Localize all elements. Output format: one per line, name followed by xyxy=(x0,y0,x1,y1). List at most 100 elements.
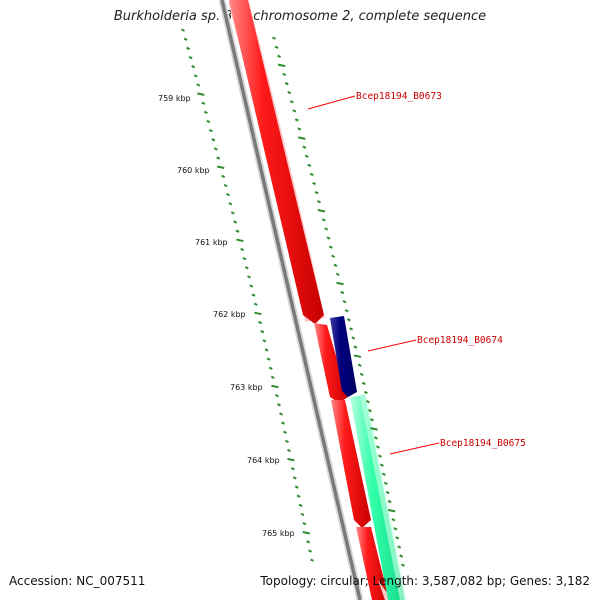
minor-scale-tick xyxy=(203,110,208,115)
minor-scale-tick xyxy=(201,101,206,105)
minor-scale-tick xyxy=(249,284,254,288)
minor-scale-tick xyxy=(251,293,256,297)
minor-scale-tick xyxy=(213,147,218,151)
minor-scale-tick xyxy=(221,174,226,179)
minor-scale-tick xyxy=(351,336,356,340)
gene-label-bcep18194-b0673[interactable]: Bcep18194_B0673 xyxy=(356,91,442,102)
minor-scale-tick xyxy=(307,163,312,168)
minor-scale-tick xyxy=(230,211,235,215)
minor-scale-tick xyxy=(335,272,340,277)
minor-scale-tick xyxy=(285,439,289,444)
minor-scale-tick xyxy=(240,247,245,252)
minor-scale-tick xyxy=(349,327,354,331)
scale-tick-label: 765 kbp xyxy=(262,529,295,538)
accession-label: Accession: NC_007511 xyxy=(9,574,146,588)
minor-scale-tick xyxy=(208,129,213,133)
minor-scale-tick xyxy=(321,218,326,222)
gene-b0673-arrow[interactable] xyxy=(229,0,324,324)
minor-scale-tick xyxy=(308,549,313,553)
genome-summary: Topology: circular; Length: 3,587,082 bp… xyxy=(260,574,590,588)
scale-tick-label: 759 kbp xyxy=(158,94,191,103)
gene-red-4-arrow[interactable] xyxy=(356,527,389,600)
minor-scale-tick xyxy=(309,172,314,177)
minor-scale-tick xyxy=(287,91,292,95)
minor-scale-tick xyxy=(365,399,370,404)
minor-scale-tick xyxy=(376,445,380,449)
minor-scale-tick xyxy=(290,467,295,471)
minor-scale-tick xyxy=(279,412,283,416)
gene-red-2-arrow[interactable] xyxy=(314,323,348,403)
scale-tick-label: 763 kbp xyxy=(230,383,263,392)
minor-scale-tick xyxy=(387,499,392,504)
minor-scale-tick xyxy=(363,390,368,395)
forward-strand-track xyxy=(228,0,392,600)
major-scale-tick xyxy=(317,209,326,213)
minor-scale-tick xyxy=(266,357,271,361)
minor-scale-tick xyxy=(282,72,287,77)
minor-scale-tick xyxy=(304,154,309,158)
minor-scale-tick xyxy=(270,375,275,380)
minor-scale-tick xyxy=(188,55,193,60)
minor-scale-tick xyxy=(353,345,358,349)
minor-scale-tick xyxy=(383,481,388,486)
minor-scale-tick xyxy=(247,275,251,279)
major-scale-tick xyxy=(353,354,362,358)
minor-scale-tick xyxy=(274,394,279,398)
major-scale-tick xyxy=(236,238,244,243)
minor-scale-tick xyxy=(395,536,400,540)
gene-red-3-arrow[interactable] xyxy=(331,400,371,528)
minor-scale-tick xyxy=(286,448,291,453)
minor-scale-tick xyxy=(277,54,282,58)
scale-tick-label: 761 kbp xyxy=(195,238,228,247)
minor-scale-tick xyxy=(211,138,216,142)
scale-tick-label: 762 kbp xyxy=(213,310,246,319)
map-title: Burkholderia sp. 383 chromosome 2, compl… xyxy=(113,9,487,24)
scale-tick-label: 760 kbp xyxy=(177,166,210,175)
minor-scale-tick xyxy=(312,181,317,186)
major-scale-tick xyxy=(277,63,286,68)
minor-scale-tick xyxy=(294,485,299,489)
minor-scale-tick xyxy=(361,381,366,386)
tick-label-layer: 759 kbp 760 kbp 761 kbp 762 kbp 763 kbp 764 k… xyxy=(158,94,295,538)
minor-scale-tick xyxy=(258,320,263,325)
major-scale-tick xyxy=(287,457,295,462)
major-scale-tick xyxy=(370,427,378,431)
gene-label-bcep18194-b0674[interactable]: Bcep18194_B0674 xyxy=(417,335,503,346)
minor-scale-tick xyxy=(306,540,311,544)
major-scale-tick xyxy=(387,508,396,513)
minor-scale-tick xyxy=(296,494,301,498)
minor-scale-tick xyxy=(397,545,402,549)
minor-scale-tick xyxy=(326,236,331,240)
minor-scale-tick xyxy=(399,554,404,558)
minor-scale-tick xyxy=(357,363,362,367)
minor-scale-tick xyxy=(359,372,364,376)
minor-scale-tick xyxy=(340,290,345,295)
gene-b0675-arrow[interactable] xyxy=(350,395,407,600)
minor-scale-tick xyxy=(310,558,314,562)
minor-scale-tick xyxy=(206,119,211,124)
minor-scale-tick xyxy=(216,156,221,160)
minor-scale-tick xyxy=(235,229,240,233)
minor-scale-tick xyxy=(223,183,228,188)
minor-scale-tick xyxy=(186,46,191,51)
gene-b0674-arrow[interactable] xyxy=(330,316,357,397)
minor-scale-tick xyxy=(346,318,351,322)
minor-scale-tick xyxy=(228,202,233,206)
minor-scale-tick xyxy=(314,190,319,195)
minor-scale-tick xyxy=(244,266,249,270)
minor-scale-tick xyxy=(333,263,338,267)
minor-scale-tick xyxy=(277,403,281,407)
gene-label-leader xyxy=(367,339,417,352)
minor-scale-tick xyxy=(370,418,374,422)
major-scale-tick xyxy=(302,531,311,535)
minor-scale-tick xyxy=(233,220,238,224)
minor-scale-tick xyxy=(253,302,258,306)
scale-layer xyxy=(181,28,405,567)
minor-scale-tick xyxy=(377,454,382,458)
major-scale-tick xyxy=(217,165,225,169)
gene-label-bcep18194-b0675[interactable]: Bcep18194_B0675 xyxy=(440,438,526,449)
minor-scale-tick xyxy=(264,348,269,352)
minor-scale-tick xyxy=(328,245,333,249)
minor-scale-tick xyxy=(302,521,307,526)
